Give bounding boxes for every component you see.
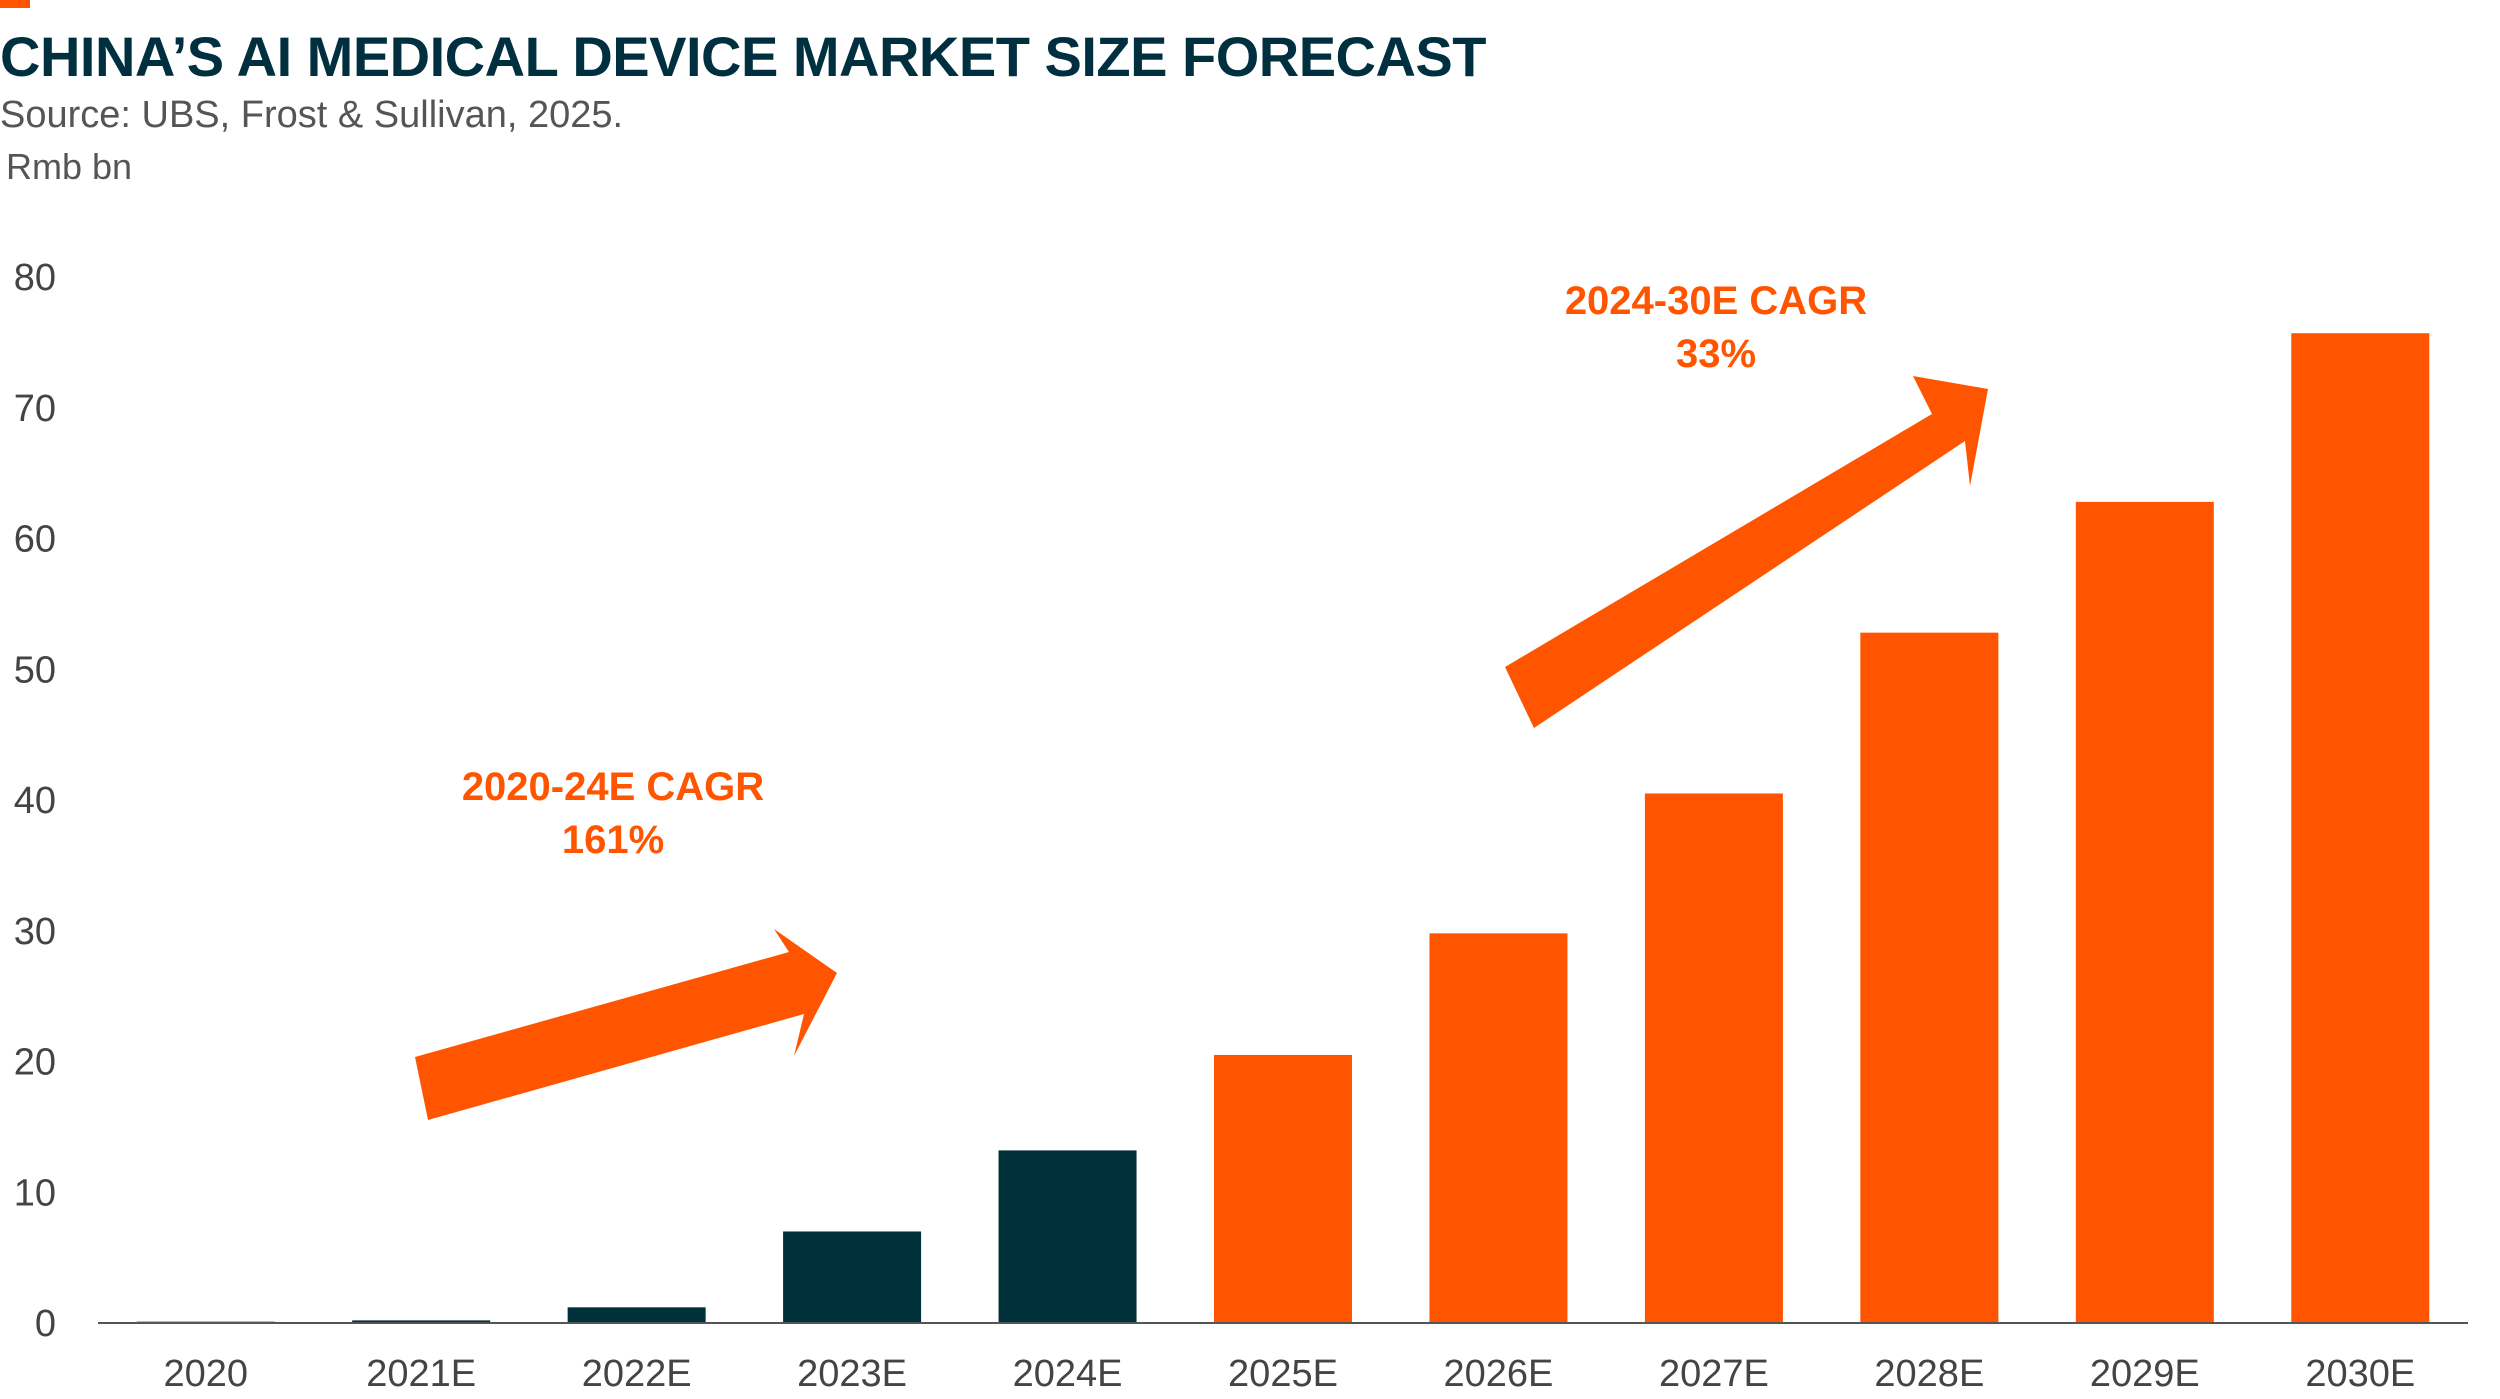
growth-arrow-icon [1505,376,1988,728]
x-tick-label: 2028E [1874,1353,1984,1395]
cagr-annotation-2-line2: 33% [1676,332,1756,376]
cagr-annotation-1-line2: 161% [562,818,664,862]
y-tick-label: 20 [14,1042,56,1084]
accent-bar [0,0,30,8]
bars [136,333,2430,1323]
bar-2029E [2075,501,2214,1323]
bar-2021E [352,1320,491,1323]
x-tick-label: 2022E [582,1353,692,1395]
y-tick-label: 10 [14,1172,56,1214]
bar-2022E [567,1307,706,1323]
x-tick-label: 2021E [366,1353,476,1395]
cagr-annotation-2-line1: 2024-30E CAGR [1565,279,1867,323]
chart-source: Source: UBS, Frost & Sullivan, 2025. [0,94,624,136]
y-tick-label: 40 [14,780,56,822]
growth-arrow-icon [415,929,837,1120]
x-tick-label: 2020 [163,1353,248,1395]
bar-2027E [1644,793,1783,1323]
x-tick-label: 2030E [2305,1353,2415,1395]
x-tick-label: 2025E [1228,1353,1338,1395]
y-tick-label: 80 [14,257,56,299]
y-tick-label: 60 [14,519,56,561]
cagr-annotation-1-line1: 2020-24E CAGR [462,765,764,809]
y-tick-label: 0 [35,1303,56,1345]
y-tick-label: 50 [14,649,56,691]
y-tick-label: 30 [14,911,56,953]
bar-2024E [998,1150,1137,1323]
x-tick-label: 2029E [2090,1353,2200,1395]
y-axis-unit: Rmb bn [6,146,133,187]
bar-2026E [1429,933,1568,1323]
x-tick-label: 2027E [1659,1353,1769,1395]
bar-2025E [1214,1054,1352,1323]
bar-2023E [783,1231,922,1323]
chart-title: CHINA’S AI MEDICAL DEVICE MARKET SIZE FO… [0,25,1487,88]
x-tick-label: 2026E [1444,1353,1554,1395]
x-axis-ticks: 2020 2021E 2022E 2023E 2024E 2025E 2026E 2027E 2… [163,1353,2415,1395]
y-axis-ticks: 0 10 20 30 40 50 60 70 80 [14,257,56,1345]
bar-2030E [2291,333,2430,1323]
x-tick-label: 2024E [1013,1353,1123,1395]
bar-2028E [1860,632,1999,1323]
y-tick-label: 70 [14,388,56,430]
x-tick-label: 2023E [797,1353,907,1395]
